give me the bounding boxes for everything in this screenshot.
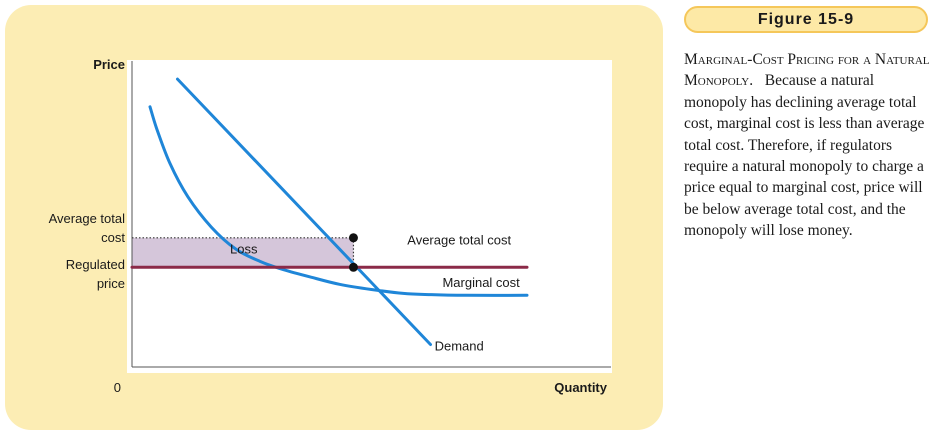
figure-caption: Marginal-Cost Pricing for a Natural Mono… [684, 49, 934, 242]
y-tick-label-atc-1: Average total [49, 211, 125, 226]
price-point [348, 262, 358, 272]
demand-curve-label: Demand [435, 339, 484, 354]
demand-curve [176, 77, 432, 346]
figure-badge: Figure 15-9 [684, 6, 928, 33]
atc-point [348, 233, 358, 243]
y-tick-label-price-1: Regulated [66, 257, 125, 272]
origin-label: 0 [114, 380, 121, 395]
y-axis-label: Price [93, 57, 125, 72]
atc-curve-label: Average total cost [407, 232, 511, 247]
plot-area [127, 60, 612, 373]
loss-label: Loss [230, 241, 258, 256]
caption-title: Marginal-Cost Pricing for a Natural Mono… [684, 51, 930, 90]
x-axis-label: Quantity [554, 380, 607, 395]
y-tick-label-atc-2: cost [101, 230, 125, 245]
y-tick-label-price-2: price [97, 276, 125, 291]
caption-body: Because a natural monopoly has declining… [684, 72, 925, 240]
chart-panel: Price Quantity 0 Average total cost Regu… [5, 5, 663, 430]
mc-line-label: Marginal cost [442, 275, 520, 290]
atc-curve [148, 105, 529, 297]
chart-svg: Price Quantity 0 Average total cost Regu… [49, 57, 612, 395]
